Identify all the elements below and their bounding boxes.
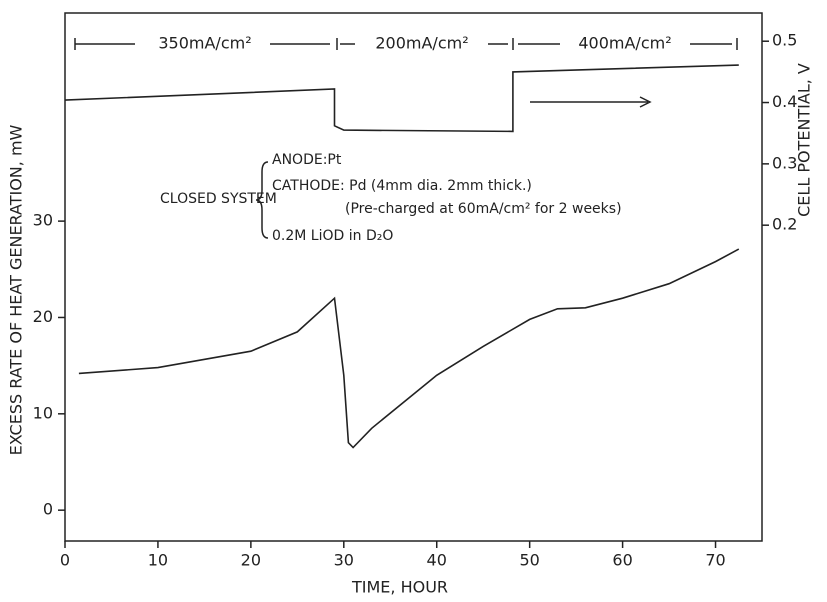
plot-frame [64,12,763,542]
current-label: 200mA/cm² [375,34,468,53]
system-label: CLOSED SYSTEM [160,191,277,207]
x-tick-label: 20 [241,551,261,570]
x-tick-label: 0 [60,551,70,570]
y-tick-label: 0 [43,500,53,519]
x-axis-label: TIME, HOUR [351,578,448,597]
x-tick-label: 70 [705,551,725,570]
x-tick-label: 60 [612,551,632,570]
current-markers [74,38,738,239]
condition: 0.2M LiOD in D₂O [272,228,393,244]
x-tick-label: 50 [519,551,539,570]
y-tick-label: 10 [33,403,53,422]
y-tick-label: 20 [33,307,53,326]
y-tick-label: 30 [33,211,53,230]
y2-tick-label: 0.5 [772,31,797,50]
data-line [64,64,739,133]
y2-axis-label: CELL POTENTIAL, V [795,63,814,217]
current-label: 350mA/cm² [158,34,251,53]
condition: (Pre-charged at 60mA/cm² for 2 weeks) [345,201,622,217]
condition: CATHODE: Pd (4mm dia. 2mm thick.) [272,178,532,194]
x-tick-label: 10 [148,551,168,570]
y2-tick-label: 0.4 [772,92,797,111]
y2-tick-label: 0.2 [772,215,797,234]
current-label: 400mA/cm² [578,34,671,53]
y2-tick-label: 0.3 [772,153,797,172]
condition: ANODE:Pt [272,152,342,168]
x-tick-label: 40 [427,551,447,570]
y-axis-label: EXCESS RATE OF HEAT GENERATION, mW [7,124,26,455]
data-line [78,248,740,449]
x-tick-label: 30 [334,551,354,570]
